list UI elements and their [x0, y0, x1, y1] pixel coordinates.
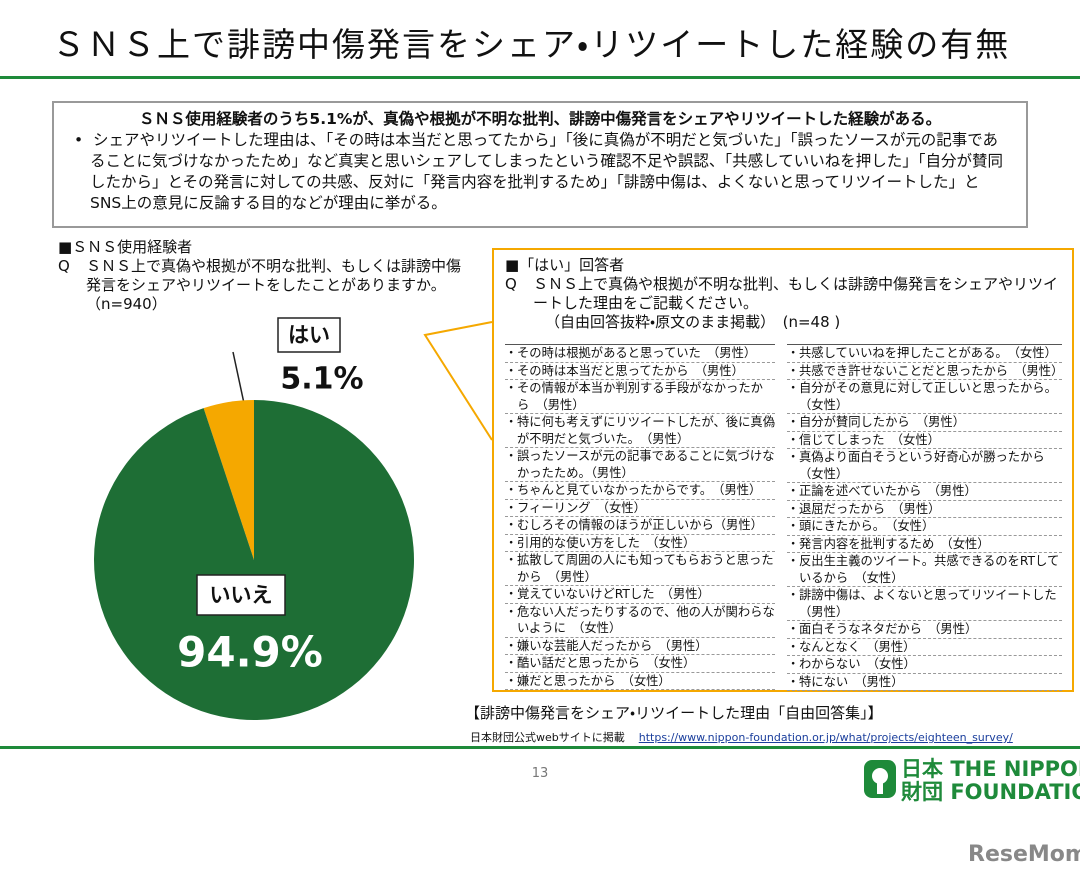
response-item: 覚えていないけどRTした （男性）	[505, 586, 775, 604]
response-item: 退屈だったから （男性）	[787, 501, 1062, 518]
response-item: 酷い話だと思ったから （女性）	[505, 655, 775, 673]
value-label: 5.1%	[280, 362, 363, 397]
response-item: 正論を述べていたから （男性）	[787, 483, 1062, 501]
logo-en: THE NIPPON	[950, 757, 1080, 781]
pie-slice	[203, 400, 254, 560]
title: ＳＮＳ上で誹謗中傷発言をシェア・リツイートした経験の有無	[52, 25, 1011, 64]
response-item: 面白そうなネタだから （男性）	[787, 621, 1062, 639]
response-item: 引用的な使い方をした （女性）	[505, 535, 775, 552]
page-number: 13	[531, 766, 549, 781]
responses-question: ■「はい」回答者 Q ＳＮＳ上で真偽や根拠が不明な批判、もしくは誹謗中傷発言をシェ…	[505, 256, 1060, 332]
source-url[interactable]: https://www.nippon-foundation.or.jp/what…	[638, 731, 1013, 744]
response-item: 特に何も考えずにリツイートしたが、後に真偽が不明だと気づいた。 （男性）	[505, 414, 775, 448]
response-item: 誹謗中傷は、よくないと思ってリツイートした（男性）	[787, 587, 1062, 621]
response-item: 信じてしまった （女性）	[787, 432, 1062, 449]
question-text: ＳＮＳ上で真偽や根拠が不明な批判、もしくは誹謗中傷発言をシェアやリツイートをした…	[86, 257, 462, 313]
response-item: その情報が本当か判別する手段がなかったから （男性）	[505, 380, 775, 414]
watermark: ReseMom	[968, 842, 1080, 867]
response-item: 自分が賛同したから （男性）	[787, 414, 1062, 432]
note: （自由回答抜粋・原文のまま掲載） (n=48 )	[545, 313, 841, 331]
caption: 【誹謗中傷発言をシェア・リツイートした理由「自由回答集」】	[465, 704, 883, 722]
summary-box: ＳＮＳ使用経験者のうち5.1%が、真偽や根拠が不明な批判、誹謗中傷発言をシェアや…	[52, 101, 1028, 228]
logo-icon	[864, 760, 896, 798]
response-item: むしろその情報のほうが正しいから（男性）	[505, 517, 775, 535]
response-item: 拡散して周囲の人にも知ってもらおうと思ったから （男性）	[505, 552, 775, 586]
response-item: ちゃんと見ていなかったからです。 （男性）	[505, 482, 775, 500]
source-text: 日本財団公式webサイトに掲載	[470, 731, 625, 744]
category-box	[196, 574, 286, 616]
pie-chart: はい 5.1% いいえ 94.9%	[94, 317, 415, 720]
response-item: 特にない （男性）	[787, 674, 1062, 691]
response-item: 共感でき許せないことだと思ったから （男性）	[787, 363, 1063, 380]
response-item: わからない （女性）	[787, 656, 1062, 674]
response-list: 共感していいねを押したことがある。 （女性）共感でき許せないことだと思ったから …	[787, 344, 1063, 691]
summary-text: シェアやリツイートした理由は、「その時は本当だと思ってたから」「後に真偽が不明だ…	[90, 131, 1003, 212]
response-item: フィーリング （女性）	[505, 500, 775, 517]
category-label: はい	[288, 323, 330, 347]
summary-headline: ＳＮＳ使用経験者のうち5.1%が、真偽や根拠が不明な批判、誹謗中傷発言をシェアや…	[138, 110, 942, 128]
response-item: 発言内容を批判するため （女性）	[787, 536, 1062, 553]
logo-jp: 財団	[901, 780, 943, 804]
response-item: 反出生主義のツイート。共感できるのをRTしているから （女性）	[787, 553, 1062, 587]
summary-bullet: • シェアやリツイートした理由は、「その時は本当だと思ってたから」「後に真偽が不…	[74, 131, 1003, 212]
response-item: 頭にきたから。 （女性）	[787, 518, 1062, 536]
q-label: Q	[505, 275, 517, 293]
response-item: 誤ったソースが元の記事であることに気づけなかったため。（男性）	[505, 448, 775, 482]
response-item: 真偽より面白そうという好奇心が勝ったから （女性）	[787, 449, 1062, 483]
q-label: Q	[58, 257, 70, 275]
source: 日本財団公式webサイトに掲載 https://www.nippon-founda…	[470, 729, 1013, 745]
question-text: ＳＮＳ上で真偽や根拠が不明な批判、もしくは誹謗中傷発言をシェアやリツイートした理…	[533, 275, 1059, 312]
response-item: なんとなく （男性）	[787, 639, 1062, 656]
response-item: その時は根拠があると思っていた （男性）	[505, 345, 775, 363]
logo: 日本 THE NIPPON 財団 FOUNDATION	[865, 758, 1080, 804]
logo-jp: 日本	[901, 757, 943, 781]
pie-slice	[94, 400, 415, 720]
group-label: ■「はい」回答者	[505, 256, 625, 274]
response-list: その時は根拠があると思っていた （男性）その時は本当だと思ってたから （男性）そ…	[505, 344, 775, 690]
response-item: その時は本当だと思ってたから （男性）	[505, 363, 775, 380]
value-label: 94.9%	[177, 628, 323, 677]
callout-pointer	[423, 321, 493, 441]
question-block: ■ＳＮＳ使用経験者 Q ＳＮＳ上で真偽や根拠が不明な批判、もしくは誹謗中傷発言をシ…	[58, 238, 468, 314]
title-rule	[0, 76, 1080, 79]
group-label: ■ＳＮＳ使用経験者	[58, 238, 193, 256]
footer-rule	[0, 746, 1080, 749]
category-box	[277, 317, 341, 353]
response-item: 嫌だと思ったから （女性）	[505, 673, 775, 690]
response-item: 共感していいねを押したことがある。 （女性）	[787, 345, 1062, 363]
response-item: 自分がその意見に対して正しいと思ったから。（女性）	[787, 380, 1062, 414]
callout-box	[492, 248, 1074, 692]
response-item: 危ない人だったりするので、他の人が関わらないように （女性）	[505, 604, 775, 638]
category-label: いいえ	[210, 583, 273, 607]
response-item: 嫌いな芸能人だったから （男性）	[505, 638, 775, 655]
logo-en: FOUNDATION	[950, 780, 1080, 804]
